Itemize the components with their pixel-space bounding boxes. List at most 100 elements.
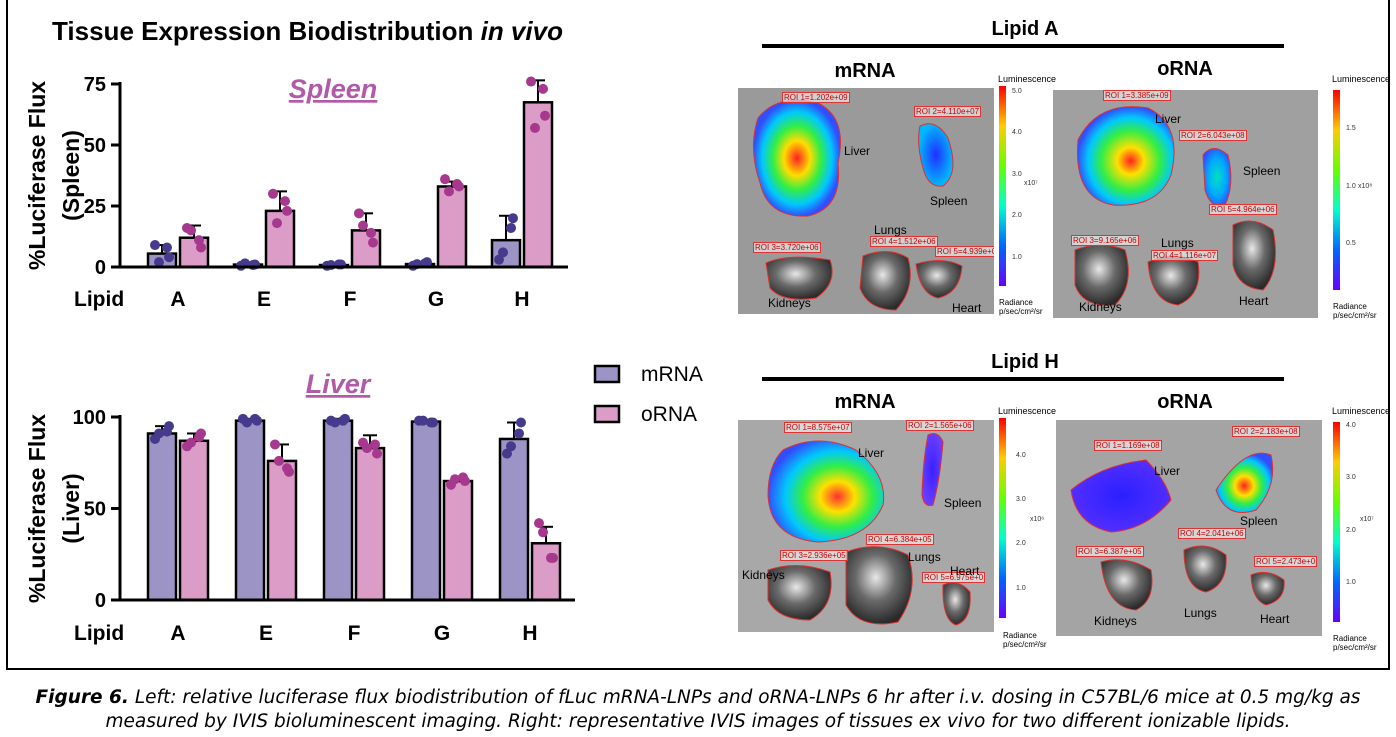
organ-label: Lungs — [1184, 606, 1217, 620]
x-tick-label: F — [344, 288, 357, 311]
colorbar-title: Luminescence — [1332, 406, 1391, 416]
data-point — [366, 227, 376, 238]
roi-label: ROI 4=1.512e+06 — [870, 236, 938, 247]
data-point — [154, 257, 164, 268]
data-point — [498, 247, 508, 258]
data-point — [502, 448, 512, 459]
data-point — [506, 222, 516, 233]
data-point — [150, 240, 160, 251]
data-point — [538, 83, 548, 94]
organ-label: Lungs — [874, 223, 907, 237]
data-point — [338, 415, 348, 426]
colorbar-footer-line: p/sec/cm²/sr — [1333, 643, 1377, 652]
bar-orna — [266, 459, 298, 602]
data-point — [546, 552, 556, 563]
legend: mRNA oRNA — [593, 363, 703, 426]
organ-label: Lungs — [908, 550, 941, 564]
data-point — [426, 417, 436, 428]
data-point — [280, 196, 290, 207]
main-title-text: Tissue Expression Biodistribution — [52, 16, 481, 46]
ivis-image-lipid-h-orna-art — [1070, 452, 1285, 611]
roi-label: ROI 1=3.385e+09 — [1103, 90, 1171, 101]
colorbar-tick: 4.0 — [1346, 422, 1356, 429]
x-tick-label: G — [434, 622, 450, 645]
colorbar-title: Luminescence — [998, 74, 1057, 84]
colorbar-tick: 2.0 — [1012, 212, 1022, 219]
organ-label: Spleen — [1240, 514, 1278, 528]
colorbar-footer-line: p/sec/cm²/sr — [1333, 311, 1377, 320]
colorbar-tick: 1.0 — [1012, 254, 1022, 261]
data-point — [514, 428, 524, 439]
x-tick-label: G — [428, 288, 444, 311]
main-title: Tissue Expression Biodistribution in viv… — [52, 16, 563, 47]
column-label-mrna-a: mRNA — [834, 60, 896, 82]
x-axis-label: Lipid — [74, 288, 124, 311]
data-point — [250, 413, 260, 424]
bar-mrna — [498, 437, 530, 602]
colorbar-tick: 1.5 — [1346, 125, 1356, 132]
organ-label: Liver — [1155, 112, 1182, 126]
figure-caption: Figure 6. Left: relative luciferase flux… — [0, 686, 1396, 734]
data-point — [272, 218, 282, 229]
colorbar-tick: 2.0 — [1346, 527, 1356, 534]
colorbar-footer-line: p/sec/cm²/sr — [999, 307, 1043, 316]
colorbar-footer-line: Radiance — [1333, 634, 1367, 643]
colorbar-footer-line: Radiance — [1333, 302, 1367, 311]
x-tick-label: H — [514, 288, 529, 311]
data-point — [248, 260, 258, 271]
x-tick-label: A — [170, 622, 185, 645]
organ-label: Kidneys — [768, 296, 811, 310]
data-point — [458, 472, 468, 483]
organ-label: Lungs — [1161, 236, 1194, 250]
bar-orna — [354, 446, 386, 602]
y-tick-label: 50 — [84, 499, 106, 521]
column-label-orna-h: oRNA — [1157, 391, 1213, 413]
roi-label: ROI 4=1.116e+07 — [1151, 250, 1219, 261]
data-point — [370, 439, 380, 450]
data-point — [526, 76, 536, 87]
ivis-image-lipid-a-mrna: ROI 1=1.202e+09 ROI 2=4.110e+07 ROI 3=3.… — [738, 88, 994, 314]
colorbar-footer: Radiance p/sec/cm²/sr — [1333, 302, 1377, 320]
data-point — [450, 474, 460, 485]
organ-label: Kidneys — [1094, 614, 1137, 628]
data-point — [354, 208, 364, 219]
bar-orna — [442, 479, 474, 602]
legend-label-mrna: mRNA — [641, 363, 703, 386]
y-axis-label: (Spleen) — [58, 130, 84, 221]
bar-orna — [178, 236, 210, 269]
roi-label: ROI 1=1.169e+08 — [1094, 440, 1162, 451]
y-axis-label: %Luciferase Flux — [24, 414, 50, 603]
ivis-image-lipid-h-mrna: ROI 1=8.575e+07 ROI 2=1.565e+06 ROI 3=2.… — [738, 420, 994, 632]
y-tick-label: 0 — [95, 590, 106, 612]
data-point — [242, 417, 252, 428]
organ-label: Heart — [1239, 294, 1269, 308]
data-point — [362, 443, 372, 454]
organ-label: Heart — [950, 564, 980, 578]
data-point — [508, 213, 518, 224]
bar-mrna — [146, 432, 178, 602]
roi-label: ROI 2=6.043e+08 — [1179, 130, 1247, 141]
ivis-image-lipid-a-orna-art — [1074, 106, 1276, 306]
roi-label: ROI 2=4.110e+07 — [914, 106, 982, 117]
roi-label: ROI 2=1.565e+06 — [906, 420, 974, 431]
data-point — [534, 518, 544, 529]
data-point — [372, 448, 382, 459]
bar-mrna — [322, 419, 354, 602]
data-point — [368, 237, 378, 248]
colorbar-tick: 4.0 — [1012, 129, 1022, 136]
colorbar — [1333, 90, 1340, 290]
y-axis-label: (Liver) — [58, 473, 84, 543]
caption-text: Left: relative luciferase flux biodistri… — [105, 687, 1361, 732]
colorbar — [999, 86, 1006, 286]
roi-label: ROI 5=6.975e+0 — [922, 572, 986, 583]
colorbar-tick: 1.0 — [1016, 585, 1026, 592]
organ-label: Liver — [844, 144, 871, 158]
colorbar — [999, 418, 1006, 618]
organ-label: Spleen — [1243, 164, 1281, 178]
organ-label: Liver — [1154, 464, 1181, 478]
data-point — [274, 455, 284, 466]
data-point — [186, 225, 196, 236]
section-title-lipid-a: Lipid A — [991, 18, 1059, 40]
roi-label: ROI 4=6.384e+05 — [866, 534, 934, 545]
data-point — [164, 252, 174, 263]
